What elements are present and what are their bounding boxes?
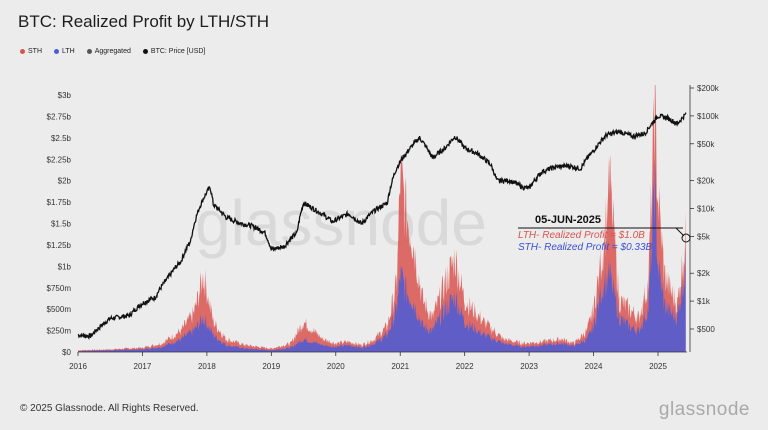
- left-tick-label: $1.5b: [51, 220, 72, 229]
- chart-title: BTC: Realized Profit by LTH/STH: [18, 12, 269, 31]
- legend-swatch-aggregated: [86, 49, 92, 54]
- annotation-group: 05-JUN-2025 LTH- Realized Profit = $1.0B…: [518, 214, 691, 253]
- legend-item-sth[interactable]: STH: [20, 48, 42, 55]
- legend-item-aggregated[interactable]: Aggregated: [86, 48, 131, 55]
- annotation-marker[interactable]: [681, 233, 691, 243]
- left-tick-label: $0: [62, 348, 71, 357]
- right-tick-label: $50k: [697, 140, 715, 149]
- copyright-footer: © 2025 Glassnode. All Rights Reserved.: [20, 403, 199, 414]
- left-tick-label: $1.75b: [47, 198, 72, 207]
- left-tick-label: $1.25b: [47, 241, 72, 250]
- price-line-group: [77, 111, 687, 340]
- price-line: [77, 111, 687, 340]
- x-tick-label: 2023: [520, 362, 538, 371]
- annotation-sth-text: STH- Realized Profit = $0.33B: [518, 242, 653, 253]
- left-axis: $0 $250m $500m $750m $1b $1.25b $1.5b $1.75b $2b…: [47, 91, 72, 357]
- left-tick-label: $1b: [58, 262, 72, 271]
- x-tick-label: 2020: [327, 362, 345, 371]
- left-tick-label: $2.25b: [47, 155, 72, 164]
- right-tick-label: $5k: [697, 232, 711, 241]
- legend-swatch-price: [142, 49, 148, 54]
- area-lth: [78, 160, 686, 352]
- chart-watermark: glassnode: [195, 187, 487, 259]
- legend-label-aggregated: Aggregated: [94, 48, 131, 55]
- left-tick-label: $2b: [58, 177, 72, 186]
- x-tick-label: 2017: [134, 362, 152, 371]
- right-tick-label: $500: [697, 325, 715, 334]
- glassnode-logo[interactable]: glassnode: [658, 399, 750, 420]
- annotation-date: 05-JUN-2025: [535, 214, 601, 226]
- right-tick-label: $10k: [697, 205, 715, 214]
- legend-label-price: BTC: Price [USD]: [150, 48, 206, 55]
- x-tick-label: 2016: [69, 362, 87, 371]
- left-tick-label: $750m: [47, 284, 72, 293]
- x-tick-label: 2018: [198, 362, 216, 371]
- right-axis: $500 $1k $2k $5k $10k $20k $50k $100k $200k: [689, 84, 720, 352]
- annotation-leader-tick: [675, 227, 685, 237]
- legend-swatch-lth: [54, 49, 59, 54]
- left-tick-label: $2.75b: [47, 112, 72, 121]
- x-tick-label: 2021: [391, 362, 409, 371]
- right-tick-label: $1k: [697, 297, 711, 306]
- x-tick-label: 2024: [585, 362, 603, 371]
- legend-label-lth: LTH: [62, 48, 75, 55]
- left-tick-label: $250m: [47, 327, 72, 336]
- legend-item-lth[interactable]: LTH: [54, 48, 75, 55]
- legend-item-price[interactable]: BTC: Price [USD]: [142, 48, 206, 55]
- legend-swatch-sth: [20, 49, 25, 54]
- legend: STH LTH Aggregated BTC: Price [USD]: [20, 48, 205, 55]
- area-series-group: [78, 85, 686, 352]
- right-tick-label: $100k: [697, 112, 720, 121]
- right-tick-label: $200k: [697, 84, 720, 93]
- legend-label-sth: STH: [28, 48, 42, 55]
- left-tick-label: $2.5b: [51, 134, 72, 143]
- left-tick-label: $500m: [47, 305, 72, 314]
- right-tick-label: $2k: [697, 269, 711, 278]
- x-tick-label: 2025: [649, 362, 667, 371]
- x-axis: 2016 2017 2018 2019 2020 2021 2022 2023 2024 2025: [69, 351, 687, 371]
- annotation-lth-text: LTH- Realized Profit = $1.0B: [518, 230, 645, 241]
- right-tick-label: $20k: [697, 177, 715, 186]
- x-tick-label: 2022: [456, 362, 474, 371]
- left-tick-label: $3b: [58, 91, 72, 100]
- x-tick-label: 2019: [262, 362, 280, 371]
